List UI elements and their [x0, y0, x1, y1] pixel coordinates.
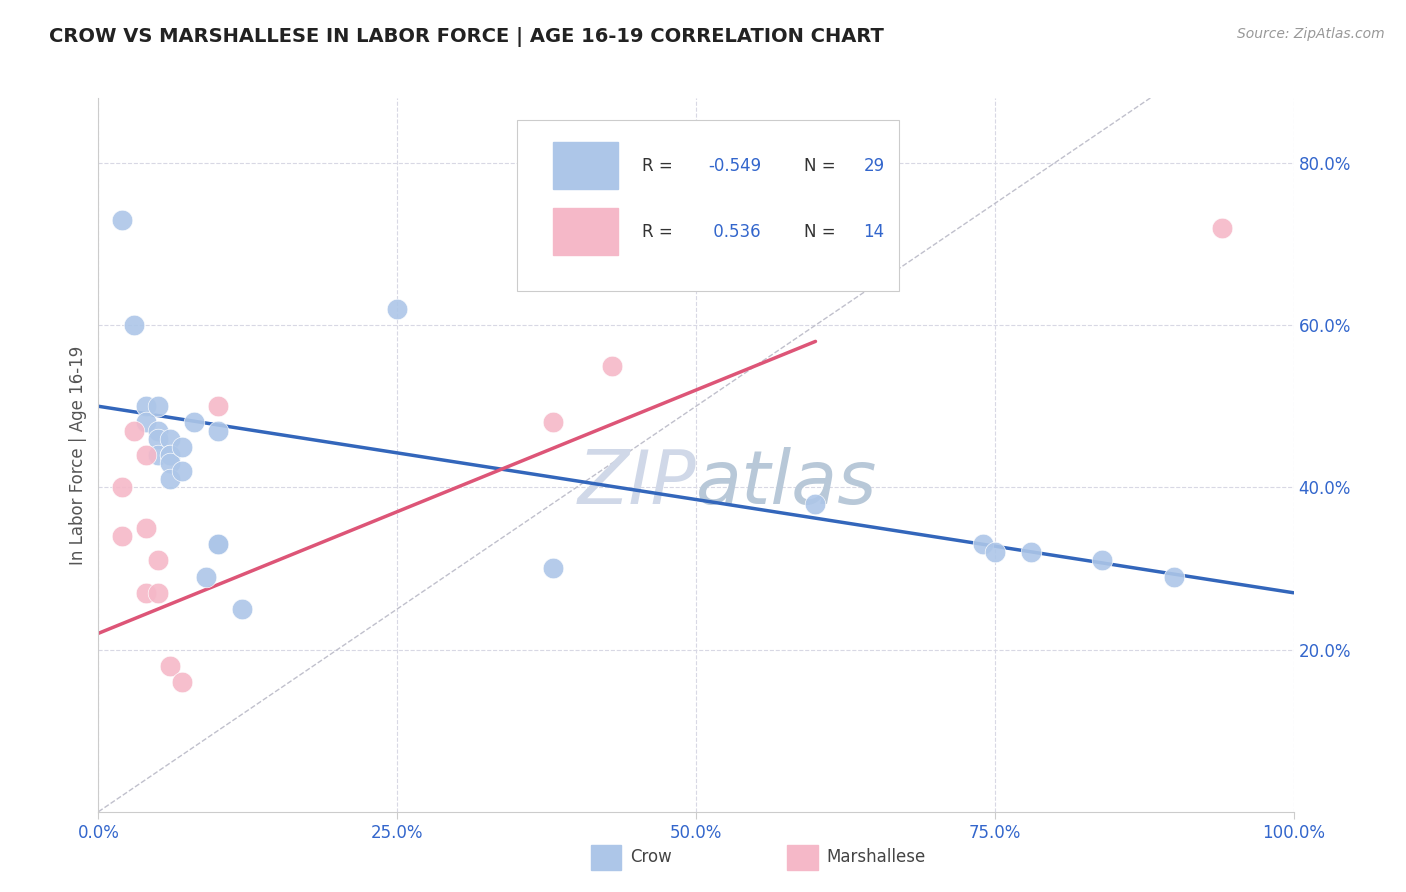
Point: [111, 480, 134, 494]
Point: [159, 472, 181, 486]
Text: ZIP: ZIP: [578, 448, 696, 519]
Point: [148, 432, 170, 446]
Point: [194, 569, 217, 583]
Point: [111, 529, 134, 543]
Point: [148, 586, 170, 600]
Point: [1019, 545, 1042, 559]
Point: [541, 416, 564, 430]
FancyBboxPatch shape: [553, 209, 619, 255]
Text: N =: N =: [804, 157, 841, 175]
Point: [804, 497, 827, 511]
Text: 29: 29: [863, 157, 884, 175]
Point: [972, 537, 994, 551]
FancyBboxPatch shape: [517, 120, 900, 291]
Point: [124, 318, 146, 333]
Point: [1091, 553, 1114, 567]
Point: [983, 545, 1005, 559]
Text: CROW VS MARSHALLESE IN LABOR FORCE | AGE 16-19 CORRELATION CHART: CROW VS MARSHALLESE IN LABOR FORCE | AGE…: [49, 27, 884, 46]
Point: [207, 537, 229, 551]
Text: 14: 14: [863, 223, 884, 241]
Point: [135, 586, 157, 600]
Point: [207, 424, 229, 438]
Point: [172, 464, 194, 478]
Point: [541, 561, 564, 575]
Point: [600, 359, 623, 373]
Text: R =: R =: [643, 157, 678, 175]
Point: [207, 399, 229, 413]
Point: [135, 521, 157, 535]
Point: [159, 658, 181, 673]
Point: [148, 424, 170, 438]
FancyBboxPatch shape: [553, 143, 619, 189]
Point: [1163, 569, 1185, 583]
Point: [135, 399, 157, 413]
Y-axis label: In Labor Force | Age 16-19: In Labor Force | Age 16-19: [69, 345, 87, 565]
Text: Crow: Crow: [630, 848, 672, 866]
Point: [183, 416, 205, 430]
Text: Source: ZipAtlas.com: Source: ZipAtlas.com: [1237, 27, 1385, 41]
Text: R =: R =: [643, 223, 678, 241]
Point: [172, 440, 194, 454]
Point: [231, 602, 253, 616]
Text: -0.549: -0.549: [709, 157, 761, 175]
Point: [385, 301, 409, 316]
Text: N =: N =: [804, 223, 841, 241]
Point: [172, 675, 194, 690]
Point: [1211, 220, 1233, 235]
Text: atlas: atlas: [696, 448, 877, 519]
Point: [159, 456, 181, 470]
Point: [159, 448, 181, 462]
Text: 0.536: 0.536: [709, 223, 761, 241]
Point: [111, 212, 134, 227]
Point: [159, 448, 181, 462]
Point: [207, 537, 229, 551]
Point: [148, 399, 170, 413]
Point: [159, 432, 181, 446]
Point: [148, 553, 170, 567]
Point: [148, 448, 170, 462]
Text: Marshallese: Marshallese: [827, 848, 927, 866]
Point: [124, 424, 146, 438]
Point: [135, 416, 157, 430]
Point: [135, 448, 157, 462]
